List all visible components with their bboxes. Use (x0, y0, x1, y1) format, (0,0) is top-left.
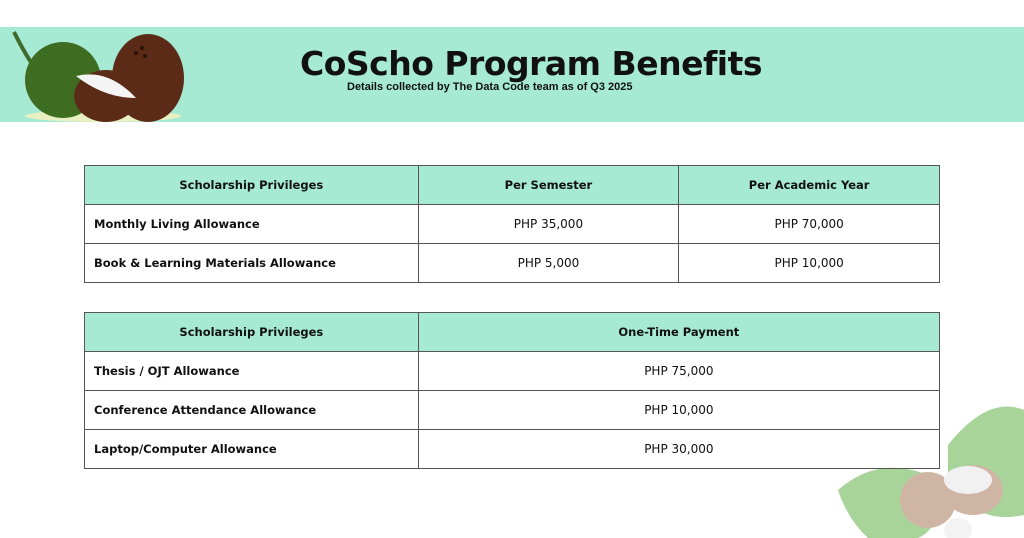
benefits-table-recurring: Scholarship Privileges Per Semester Per … (84, 165, 940, 283)
page-subtitle: Details collected by The Data Code team … (347, 81, 633, 93)
table-row: Monthly Living Allowance PHP 35,000 PHP … (84, 204, 940, 244)
per-year-value: PHP 70,000 (678, 204, 940, 244)
one-time-value: PHP 10,000 (417, 390, 941, 430)
privilege-name: Thesis / OJT Allowance (84, 351, 419, 391)
monstera-leaf-coconut-illustration (838, 406, 1024, 538)
column-header: Per Semester (417, 165, 680, 205)
column-header: One-Time Payment (417, 312, 941, 352)
column-header: Scholarship Privileges (84, 312, 419, 352)
table-row: Book & Learning Materials Allowance PHP … (84, 243, 940, 283)
privilege-name: Book & Learning Materials Allowance (84, 243, 419, 283)
privilege-name: Monthly Living Allowance (84, 204, 419, 244)
per-semester-value: PHP 5,000 (417, 243, 680, 283)
table-row: Conference Attendance Allowance PHP 10,0… (84, 390, 941, 430)
table-row: Thesis / OJT Allowance PHP 75,000 (84, 351, 941, 391)
one-time-value: PHP 75,000 (417, 351, 941, 391)
one-time-value: PHP 30,000 (417, 429, 941, 469)
per-semester-value: PHP 35,000 (417, 204, 680, 244)
page-title: CoScho Program Benefits (300, 44, 763, 83)
privilege-name: Conference Attendance Allowance (84, 390, 419, 430)
column-header: Per Academic Year (678, 165, 940, 205)
privilege-name: Laptop/Computer Allowance (84, 429, 419, 469)
per-year-value: PHP 10,000 (678, 243, 940, 283)
benefits-table-one-time: Scholarship Privileges One-Time Payment … (84, 312, 941, 469)
table-row: Laptop/Computer Allowance PHP 30,000 (84, 429, 941, 469)
table-header-row: Scholarship Privileges One-Time Payment (84, 312, 941, 352)
column-header: Scholarship Privileges (84, 165, 419, 205)
table-header-row: Scholarship Privileges Per Semester Per … (84, 165, 940, 205)
coconut-illustration (12, 31, 184, 122)
